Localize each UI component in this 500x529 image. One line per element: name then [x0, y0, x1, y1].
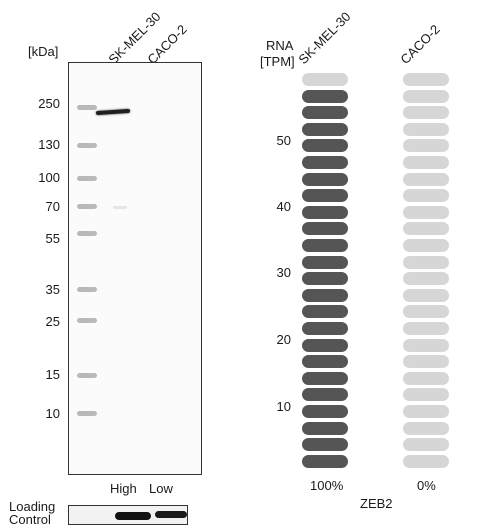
loading-band-sk-mel-30: [115, 512, 151, 520]
rna-pill-sk-mel-30-11: [302, 239, 348, 252]
rna-pill-caco-2-2: [403, 89, 449, 103]
rna-percent-caco-2: 0%: [417, 478, 436, 493]
rna-pill-caco-2-23: [403, 438, 449, 452]
mw-label-15: 15: [45, 367, 60, 382]
rna-pill-caco-2-12: [403, 255, 449, 269]
rna-pill-caco-2-1: [403, 73, 449, 86]
rna-pill-sk-mel-30-8: [302, 189, 348, 203]
rna-pill-caco-2-21: [403, 405, 449, 418]
rna-pill-caco-2-24: [403, 454, 449, 468]
ladder-band-250: [77, 105, 97, 110]
rna-pill-caco-2-8: [403, 189, 449, 203]
rna-pill-sk-mel-30-23: [302, 438, 348, 452]
rna-pill-caco-2-4: [403, 122, 449, 136]
rna-pill-caco-2-3: [403, 106, 449, 120]
ladder-band-55: [77, 231, 97, 236]
rna-pill-caco-2-11: [403, 239, 449, 252]
ladder-band-10: [77, 411, 97, 416]
rna-header-line2: [TPM]: [260, 54, 295, 69]
loading-control-label: Loading Control: [9, 499, 56, 527]
mw-label-35: 35: [45, 282, 60, 297]
rna-pill-sk-mel-30-17: [302, 338, 348, 352]
rna-pill-sk-mel-30-22: [302, 421, 348, 435]
rna-header-line1: RNA: [266, 38, 294, 53]
rna-pill-caco-2-14: [403, 288, 449, 302]
rna-pill-sk-mel-30-3: [302, 106, 348, 120]
rna-pill-sk-mel-30-2: [302, 89, 348, 103]
rna-pill-sk-mel-30-13: [302, 272, 348, 286]
rna-pill-sk-mel-30-4: [302, 122, 348, 136]
mw-label-70: 70: [45, 199, 60, 214]
rna-pill-sk-mel-30-1: [302, 73, 348, 86]
ladder-band-130: [77, 143, 97, 148]
rna-pill-sk-mel-30-18: [302, 355, 348, 369]
rna-tick-40: 40: [276, 199, 291, 214]
rna-pill-caco-2-20: [403, 388, 449, 402]
rna-pill-sk-mel-30-6: [302, 156, 348, 169]
kda-axis-label: [kDa]: [28, 44, 59, 59]
rna-pill-sk-mel-30-10: [302, 222, 348, 236]
rna-tick-20: 20: [276, 332, 291, 347]
loading-band-caco-2: [155, 511, 187, 518]
rna-cell-line-sk-mel-30: SK-MEL-30: [295, 8, 354, 68]
rna-pill-sk-mel-30-12: [302, 255, 348, 269]
rna-pill-caco-2-15: [403, 305, 449, 319]
ladder-band-35: [77, 287, 97, 292]
rna-pill-caco-2-16: [403, 322, 449, 335]
mw-label-130: 130: [38, 137, 60, 152]
rna-pill-sk-mel-30-5: [302, 139, 348, 153]
rna-pill-caco-2-10: [403, 222, 449, 236]
western-blot-image: [68, 62, 202, 475]
gene-name: ZEB2: [360, 496, 393, 511]
rna-tick-10: 10: [276, 399, 291, 414]
rna-pill-sk-mel-30-7: [302, 172, 348, 186]
mw-label-250: 250: [38, 96, 60, 111]
rna-pill-sk-mel-30-9: [302, 205, 348, 219]
rna-pill-caco-2-22: [403, 421, 449, 435]
mw-label-25: 25: [45, 314, 60, 329]
rna-cell-line-caco-2: CACO-2: [397, 21, 443, 68]
loading-control-image: [68, 505, 188, 525]
ladder-band-15: [77, 373, 97, 378]
ladder-band-100: [77, 176, 97, 181]
mw-label-55: 55: [45, 231, 60, 246]
rna-tick-30: 30: [276, 265, 291, 280]
ladder-band-70: [77, 204, 97, 209]
level-label-high: High: [110, 481, 137, 496]
rna-pill-caco-2-19: [403, 371, 449, 385]
rna-pill-sk-mel-30-19: [302, 371, 348, 385]
rna-percent-sk-mel-30: 100%: [310, 478, 344, 493]
ladder-band-25: [77, 318, 97, 323]
rna-pill-sk-mel-30-14: [302, 288, 348, 302]
mw-label-100: 100: [38, 170, 60, 185]
rna-pill-sk-mel-30-16: [302, 322, 348, 335]
rna-pill-caco-2-6: [403, 156, 449, 169]
rna-pill-sk-mel-30-15: [302, 305, 348, 319]
rna-pill-sk-mel-30-24: [302, 454, 348, 468]
rna-pill-caco-2-17: [403, 338, 449, 352]
faint-band-sk-mel-30: [113, 206, 127, 209]
level-label-low: Low: [149, 481, 173, 496]
rna-tick-50: 50: [276, 133, 291, 148]
rna-pill-sk-mel-30-21: [302, 405, 348, 418]
rna-pill-caco-2-7: [403, 172, 449, 186]
rna-pill-caco-2-13: [403, 272, 449, 286]
rna-pill-caco-2-18: [403, 355, 449, 369]
rna-pill-caco-2-9: [403, 205, 449, 219]
rna-pill-caco-2-5: [403, 139, 449, 153]
mw-label-10: 10: [45, 406, 60, 421]
protein-band-sk-mel-30: [95, 108, 131, 116]
rna-pill-sk-mel-30-20: [302, 388, 348, 402]
